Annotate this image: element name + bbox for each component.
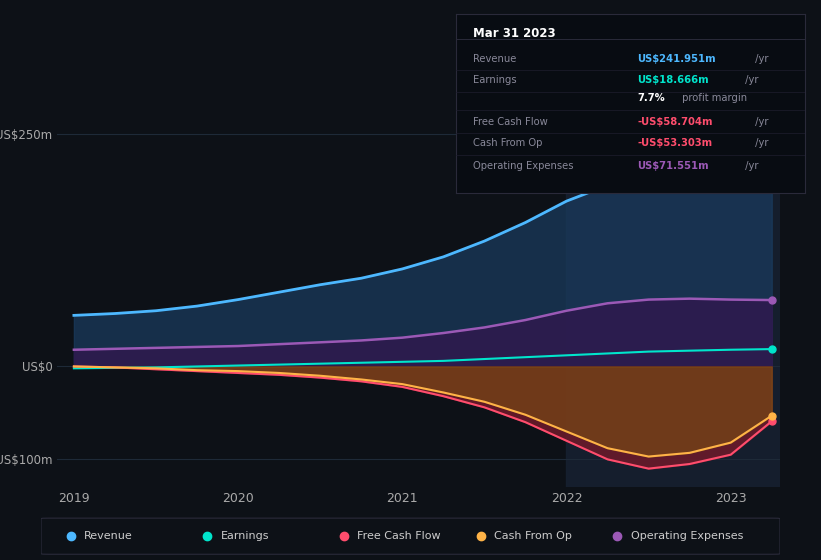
Text: -US$58.704m: -US$58.704m [637, 116, 713, 127]
Text: Free Cash Flow: Free Cash Flow [473, 116, 548, 127]
Text: Operating Expenses: Operating Expenses [631, 531, 743, 541]
Text: Cash From Op: Cash From Op [473, 138, 543, 148]
Text: Earnings: Earnings [221, 531, 269, 541]
Text: -US$53.303m: -US$53.303m [637, 138, 713, 148]
Text: US$18.666m: US$18.666m [637, 75, 709, 85]
Text: US$71.551m: US$71.551m [637, 161, 709, 171]
Text: Revenue: Revenue [84, 531, 133, 541]
Text: Cash From Op: Cash From Op [494, 531, 572, 541]
Text: Free Cash Flow: Free Cash Flow [357, 531, 441, 541]
Text: 7.7%: 7.7% [637, 93, 665, 103]
Text: Earnings: Earnings [473, 75, 516, 85]
Text: profit margin: profit margin [679, 93, 747, 103]
Text: /yr: /yr [752, 116, 768, 127]
Text: Operating Expenses: Operating Expenses [473, 161, 574, 171]
Text: /yr: /yr [742, 161, 759, 171]
Text: US$241.951m: US$241.951m [637, 54, 716, 64]
Text: Revenue: Revenue [473, 54, 516, 64]
Text: Mar 31 2023: Mar 31 2023 [473, 26, 556, 40]
Text: /yr: /yr [742, 75, 759, 85]
Bar [566, 106, 780, 487]
Text: /yr: /yr [752, 54, 768, 64]
Text: /yr: /yr [752, 138, 768, 148]
